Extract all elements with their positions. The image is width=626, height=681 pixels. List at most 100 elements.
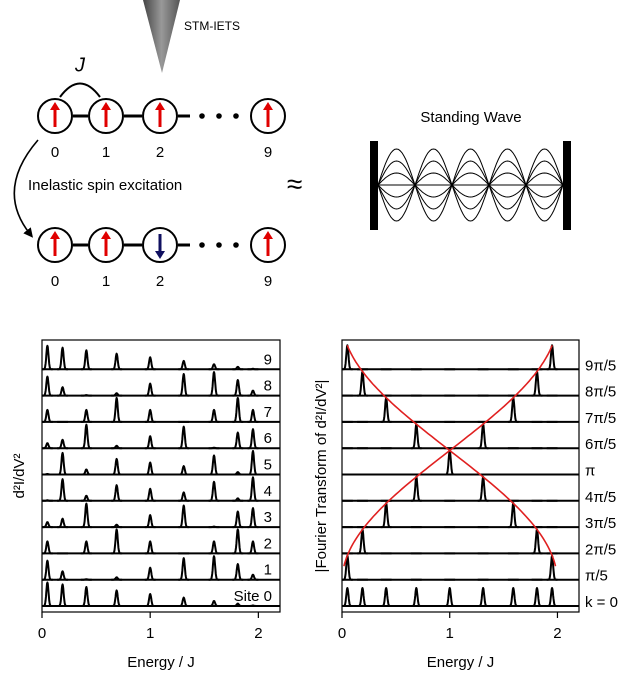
plot-frame (41, 339, 281, 613)
wave-mode (377, 172, 564, 198)
peak (246, 389, 259, 397)
peak (177, 373, 190, 397)
peak (144, 514, 157, 529)
wave-mode (377, 160, 564, 210)
peak (56, 386, 69, 397)
peak (177, 504, 190, 529)
trace-label: 8π/5 (585, 384, 616, 401)
peak (80, 502, 93, 529)
spin-arrow-head (50, 102, 60, 110)
peak (41, 344, 54, 371)
trace-label: 3π/5 (585, 515, 616, 532)
ellipsis-dot (199, 242, 205, 248)
site-index: 9 (264, 273, 272, 290)
peak (41, 375, 54, 397)
guide-curve (343, 344, 553, 567)
wave-mode (377, 160, 564, 210)
ellipsis-dot (216, 242, 222, 248)
peak (110, 523, 123, 529)
peak (80, 394, 93, 397)
peak (546, 587, 559, 607)
peak (246, 573, 259, 581)
peak (531, 587, 543, 607)
peak (208, 371, 221, 397)
peak (246, 408, 259, 423)
spin-arrow-head (263, 231, 273, 239)
site-index: 2 (156, 144, 164, 161)
peak (56, 438, 69, 450)
peak (531, 528, 543, 555)
peak (56, 478, 69, 502)
trace-label: 7π/5 (585, 410, 616, 427)
peak (110, 576, 123, 581)
peak (144, 540, 157, 555)
ellipsis-dot (233, 113, 239, 119)
peak (231, 497, 244, 502)
peak (246, 367, 259, 371)
peak (208, 600, 221, 607)
trace-label: 6π/5 (585, 436, 616, 453)
peak (231, 563, 244, 581)
trace-label: 3 (264, 509, 272, 526)
peak (110, 352, 123, 371)
peak (80, 423, 93, 450)
y-axis-label: |Fourier Transform of d²I/dV²| (313, 380, 330, 573)
x-tick-label: 0 (38, 625, 46, 642)
peak (177, 465, 190, 476)
peak (341, 344, 354, 371)
trace-label: 1 (264, 562, 272, 579)
peak (144, 566, 157, 581)
peak (177, 425, 190, 450)
peak (41, 521, 54, 529)
peak (380, 587, 393, 607)
peak (356, 528, 369, 555)
wave-mode (377, 148, 564, 222)
peak (41, 559, 54, 581)
peak (56, 570, 69, 581)
peak (56, 346, 69, 371)
peak (110, 396, 123, 423)
trace-label: 9 (264, 351, 272, 368)
ellipsis-dot (233, 242, 239, 248)
peak (80, 408, 93, 423)
spin-arrow-head (155, 251, 165, 259)
trace-label: Site 0 (234, 588, 272, 605)
peak (356, 587, 369, 607)
peak (80, 468, 93, 476)
peak (41, 473, 54, 476)
peak (110, 392, 123, 397)
peak (341, 587, 354, 607)
trace-label: 8 (264, 378, 272, 395)
peak (110, 484, 123, 502)
peak (110, 457, 123, 476)
trace-label: π/5 (585, 568, 608, 585)
spin-arrow-head (263, 102, 273, 110)
peak (41, 540, 54, 555)
peak (208, 363, 221, 371)
trace-label: 2π/5 (585, 541, 616, 558)
trace-label: 2 (264, 535, 272, 552)
spin-chains: 0 1 2 9 0 1 2 9 (37, 98, 286, 290)
peak (80, 540, 93, 555)
peak (144, 408, 157, 423)
coupling-arc (59, 82, 101, 98)
peak (80, 494, 93, 502)
peak (546, 344, 559, 371)
trace-label: k = 0 (585, 594, 618, 611)
x-axis-label: Energy / J (427, 654, 495, 671)
x-tick-label: 1 (446, 625, 454, 642)
site-index: 9 (264, 144, 272, 161)
peak (56, 583, 69, 607)
peak (231, 528, 244, 555)
peak (41, 408, 54, 423)
trace-label: 6 (264, 430, 272, 447)
standing-wave (377, 148, 564, 222)
peak (110, 444, 123, 450)
peak (443, 587, 456, 607)
site-index: 0 (51, 273, 59, 290)
peak (208, 446, 221, 450)
site-index: 1 (102, 144, 110, 161)
peak (231, 510, 244, 529)
plot-frame (341, 339, 580, 613)
